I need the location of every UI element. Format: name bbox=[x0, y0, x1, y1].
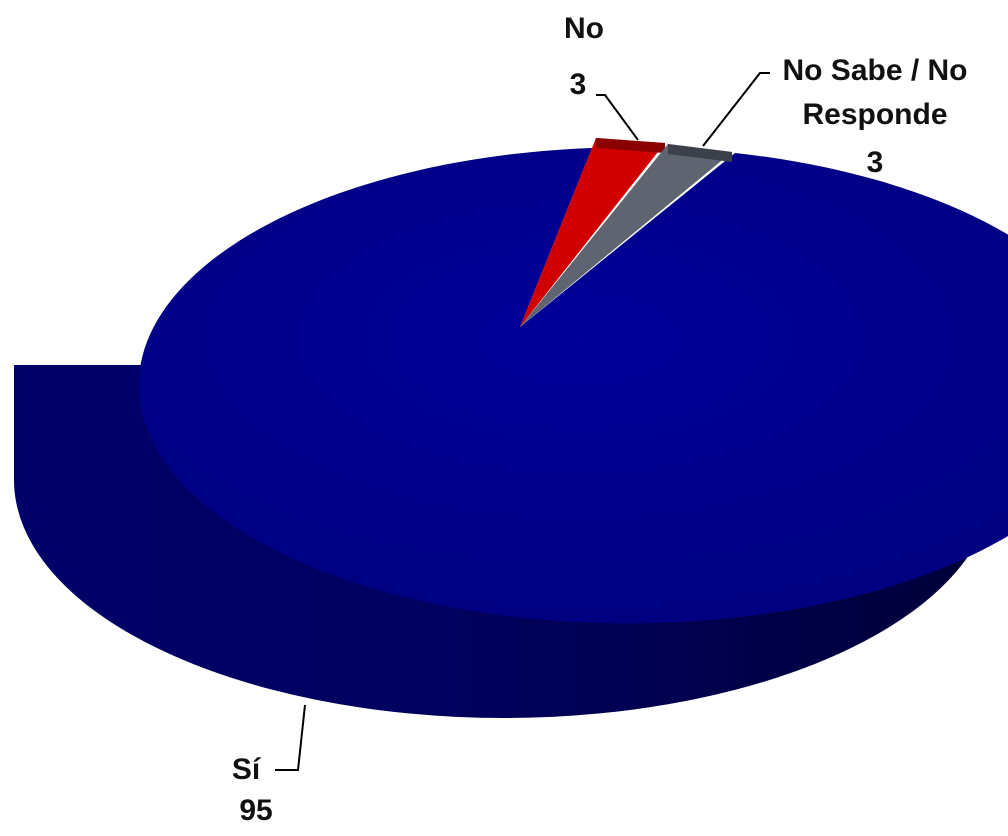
pie-body bbox=[14, 138, 1008, 718]
data-label-no-value: 3 bbox=[570, 68, 587, 101]
leader-line-no bbox=[596, 94, 639, 141]
slice-no-sabe-side bbox=[668, 144, 732, 162]
leader-line-no-sabe bbox=[702, 72, 770, 147]
slice-no bbox=[520, 138, 665, 327]
data-label-no-sabe-line2: Responde bbox=[802, 98, 947, 131]
data-label-si-name: Sí bbox=[232, 753, 262, 786]
data-label-no-sabe-line1: No Sabe / No bbox=[782, 54, 967, 87]
slice-si-top bbox=[138, 148, 1008, 624]
leader-line-si bbox=[275, 704, 306, 771]
slice-no-sabe bbox=[520, 144, 732, 327]
slice-no-side bbox=[596, 138, 665, 153]
data-label-no-sabe-value: 3 bbox=[867, 146, 884, 179]
data-label-no-name: No bbox=[564, 12, 604, 45]
data-label-si-value: 95 bbox=[239, 794, 272, 827]
